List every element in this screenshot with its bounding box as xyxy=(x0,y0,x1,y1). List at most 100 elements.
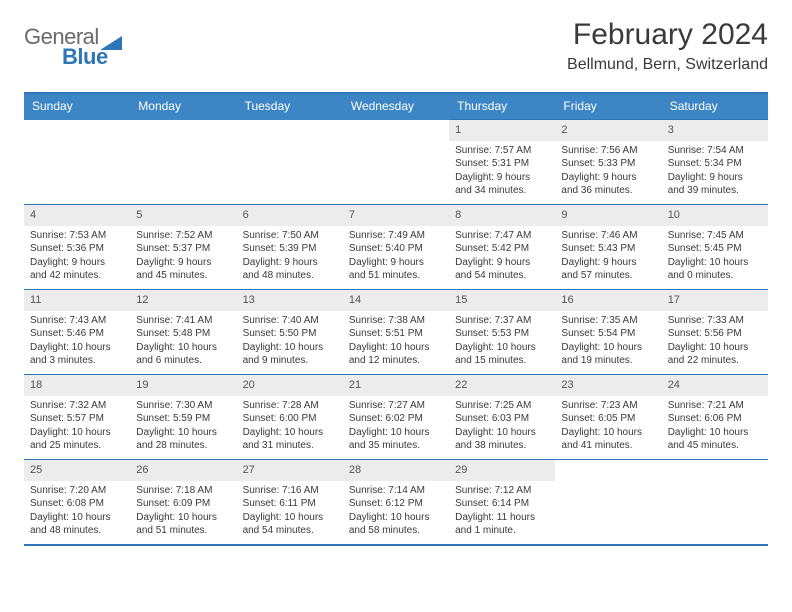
daylight-text: Daylight: 10 hours and 0 minutes. xyxy=(668,256,762,283)
day-cell: 6Sunrise: 7:50 AMSunset: 5:39 PMDaylight… xyxy=(237,205,343,290)
sunset-text: Sunset: 5:48 PM xyxy=(136,327,230,341)
sunrise-text: Sunrise: 7:41 AM xyxy=(136,314,230,328)
daylight-text: Daylight: 9 hours and 39 minutes. xyxy=(668,171,762,198)
day-cell: 18Sunrise: 7:32 AMSunset: 5:57 PMDayligh… xyxy=(24,375,130,460)
weekday-header: Monday xyxy=(130,93,236,120)
day-cell: 9Sunrise: 7:46 AMSunset: 5:43 PMDaylight… xyxy=(555,205,661,290)
day-cell: 26Sunrise: 7:18 AMSunset: 6:09 PMDayligh… xyxy=(130,460,236,546)
sunset-text: Sunset: 5:43 PM xyxy=(561,242,655,256)
day-cell: 19Sunrise: 7:30 AMSunset: 5:59 PMDayligh… xyxy=(130,375,236,460)
day-number: 21 xyxy=(343,375,449,396)
brand-word-2: Blue xyxy=(62,44,108,70)
sunset-text: Sunset: 5:39 PM xyxy=(243,242,337,256)
sunrise-text: Sunrise: 7:38 AM xyxy=(349,314,443,328)
daylight-text: Daylight: 10 hours and 12 minutes. xyxy=(349,341,443,368)
calendar-row: 25Sunrise: 7:20 AMSunset: 6:08 PMDayligh… xyxy=(24,460,768,546)
calendar-head: SundayMondayTuesdayWednesdayThursdayFrid… xyxy=(24,93,768,120)
sunset-text: Sunset: 6:00 PM xyxy=(243,412,337,426)
day-cell: 15Sunrise: 7:37 AMSunset: 5:53 PMDayligh… xyxy=(449,290,555,375)
daylight-text: Daylight: 10 hours and 41 minutes. xyxy=(561,426,655,453)
sunrise-text: Sunrise: 7:52 AM xyxy=(136,229,230,243)
day-number: 3 xyxy=(662,120,768,141)
sunset-text: Sunset: 5:54 PM xyxy=(561,327,655,341)
calendar-row: 11Sunrise: 7:43 AMSunset: 5:46 PMDayligh… xyxy=(24,290,768,375)
daylight-text: Daylight: 10 hours and 31 minutes. xyxy=(243,426,337,453)
day-number: 18 xyxy=(24,375,130,396)
sunset-text: Sunset: 5:51 PM xyxy=(349,327,443,341)
day-cell: 1Sunrise: 7:57 AMSunset: 5:31 PMDaylight… xyxy=(449,120,555,205)
sunset-text: Sunset: 6:03 PM xyxy=(455,412,549,426)
day-number: 11 xyxy=(24,290,130,311)
daylight-text: Daylight: 9 hours and 45 minutes. xyxy=(136,256,230,283)
sunset-text: Sunset: 5:56 PM xyxy=(668,327,762,341)
day-number: 16 xyxy=(555,290,661,311)
calendar-row: 18Sunrise: 7:32 AMSunset: 5:57 PMDayligh… xyxy=(24,375,768,460)
sunrise-text: Sunrise: 7:33 AM xyxy=(668,314,762,328)
month-title: February 2024 xyxy=(567,18,768,52)
day-cell: 8Sunrise: 7:47 AMSunset: 5:42 PMDaylight… xyxy=(449,205,555,290)
day-number: 23 xyxy=(555,375,661,396)
daylight-text: Daylight: 9 hours and 51 minutes. xyxy=(349,256,443,283)
day-number: 25 xyxy=(24,460,130,481)
sunset-text: Sunset: 5:40 PM xyxy=(349,242,443,256)
day-number: 10 xyxy=(662,205,768,226)
sunrise-text: Sunrise: 7:28 AM xyxy=(243,399,337,413)
weekday-header: Friday xyxy=(555,93,661,120)
empty-cell xyxy=(237,120,343,205)
daylight-text: Daylight: 10 hours and 58 minutes. xyxy=(349,511,443,538)
location-text: Bellmund, Bern, Switzerland xyxy=(567,56,768,74)
sunrise-text: Sunrise: 7:56 AM xyxy=(561,144,655,158)
sunrise-text: Sunrise: 7:16 AM xyxy=(243,484,337,498)
day-cell: 10Sunrise: 7:45 AMSunset: 5:45 PMDayligh… xyxy=(662,205,768,290)
calendar-row: 1Sunrise: 7:57 AMSunset: 5:31 PMDaylight… xyxy=(24,120,768,205)
empty-cell xyxy=(343,120,449,205)
day-cell: 28Sunrise: 7:14 AMSunset: 6:12 PMDayligh… xyxy=(343,460,449,546)
day-cell: 21Sunrise: 7:27 AMSunset: 6:02 PMDayligh… xyxy=(343,375,449,460)
sunrise-text: Sunrise: 7:30 AM xyxy=(136,399,230,413)
day-number: 1 xyxy=(449,120,555,141)
day-cell: 22Sunrise: 7:25 AMSunset: 6:03 PMDayligh… xyxy=(449,375,555,460)
sunset-text: Sunset: 6:02 PM xyxy=(349,412,443,426)
sunset-text: Sunset: 5:59 PM xyxy=(136,412,230,426)
day-number: 8 xyxy=(449,205,555,226)
sunrise-text: Sunrise: 7:47 AM xyxy=(455,229,549,243)
sunrise-text: Sunrise: 7:27 AM xyxy=(349,399,443,413)
sunrise-text: Sunrise: 7:46 AM xyxy=(561,229,655,243)
day-number: 9 xyxy=(555,205,661,226)
empty-cell xyxy=(662,460,768,546)
empty-cell xyxy=(24,120,130,205)
day-cell: 23Sunrise: 7:23 AMSunset: 6:05 PMDayligh… xyxy=(555,375,661,460)
weekday-header: Tuesday xyxy=(237,93,343,120)
sunset-text: Sunset: 5:50 PM xyxy=(243,327,337,341)
title-block: February 2024 Bellmund, Bern, Switzerlan… xyxy=(567,18,768,74)
day-number: 7 xyxy=(343,205,449,226)
day-cell: 14 Sunrise: 7:38 AMSunset: 5:51 PMDayligh… xyxy=(343,290,449,375)
sunset-text: Sunset: 5:34 PM xyxy=(668,157,762,171)
sunrise-text: Sunrise: 7:25 AM xyxy=(455,399,549,413)
sunrise-text: Sunrise: 7:35 AM xyxy=(561,314,655,328)
day-number: 17 xyxy=(662,290,768,311)
sunset-text: Sunset: 5:45 PM xyxy=(668,242,762,256)
sunrise-text: Sunrise: 7:32 AM xyxy=(30,399,124,413)
daylight-text: Daylight: 10 hours and 54 minutes. xyxy=(243,511,337,538)
empty-cell xyxy=(555,460,661,546)
calendar-body: 1Sunrise: 7:57 AMSunset: 5:31 PMDaylight… xyxy=(24,120,768,546)
daylight-text: Daylight: 10 hours and 48 minutes. xyxy=(30,511,124,538)
daylight-text: Daylight: 10 hours and 28 minutes. xyxy=(136,426,230,453)
sunset-text: Sunset: 5:37 PM xyxy=(136,242,230,256)
day-number: 14 xyxy=(343,290,449,311)
day-cell: 11Sunrise: 7:43 AMSunset: 5:46 PMDayligh… xyxy=(24,290,130,375)
calendar-row: 4Sunrise: 7:53 AMSunset: 5:36 PMDaylight… xyxy=(24,205,768,290)
sunrise-text: Sunrise: 7:14 AM xyxy=(349,484,443,498)
weekday-header: Wednesday xyxy=(343,93,449,120)
day-cell: 16 Sunrise: 7:35 AMSunset: 5:54 PMDayligh… xyxy=(555,290,661,375)
day-cell: 12Sunrise: 7:41 AMSunset: 5:48 PMDayligh… xyxy=(130,290,236,375)
daylight-text: Daylight: 9 hours and 54 minutes. xyxy=(455,256,549,283)
day-number: 26 xyxy=(130,460,236,481)
sunrise-text: Sunrise: 7:53 AM xyxy=(30,229,124,243)
empty-cell xyxy=(130,120,236,205)
daylight-text: Daylight: 10 hours and 19 minutes. xyxy=(561,341,655,368)
daylight-text: Daylight: 10 hours and 9 minutes. xyxy=(243,341,337,368)
sunrise-text: Sunrise: 7:37 AM xyxy=(455,314,549,328)
day-cell: 29Sunrise: 7:12 AMSunset: 6:14 PMDayligh… xyxy=(449,460,555,546)
